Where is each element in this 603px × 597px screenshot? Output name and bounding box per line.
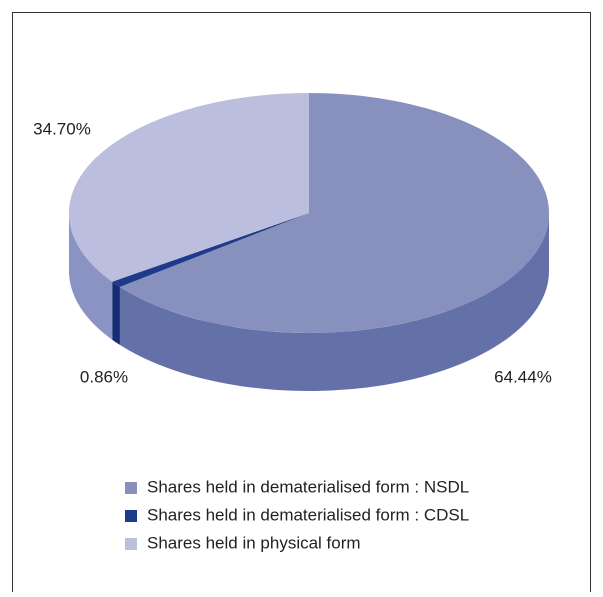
pie-slice — [112, 213, 310, 287]
pie-slice — [68, 93, 310, 282]
pie-side — [69, 213, 113, 340]
frame — [12, 12, 591, 597]
value-label: 0.86% — [80, 367, 128, 386]
pie-side — [119, 213, 549, 392]
legend-label: Shares held in dematerialised form : NSD… — [147, 477, 469, 496]
pie-slice — [119, 93, 549, 334]
legend-swatch — [125, 538, 137, 550]
pie-side — [112, 281, 120, 345]
legend-label: Shares held in dematerialised form : CDS… — [147, 505, 469, 524]
value-label: 64.44% — [494, 367, 552, 386]
value-label: 34.70% — [33, 119, 91, 138]
legend-label: Shares held in physical form — [147, 533, 361, 552]
legend-swatch — [125, 482, 137, 494]
legend-swatch — [125, 510, 137, 522]
